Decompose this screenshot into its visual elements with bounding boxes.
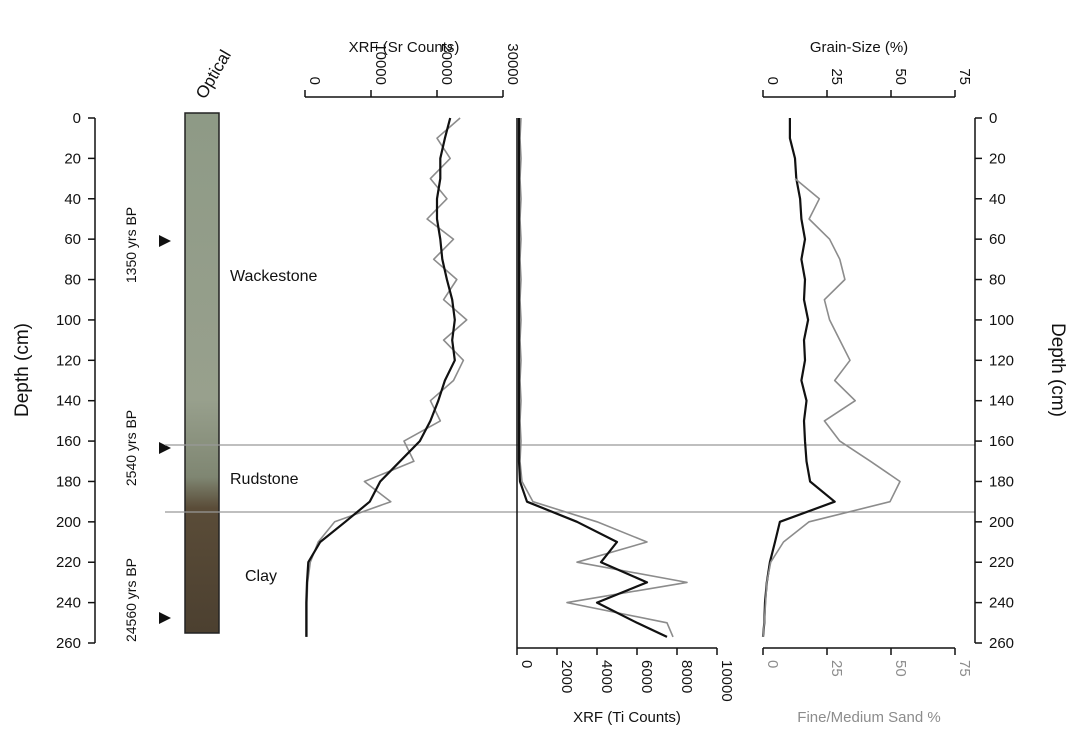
depth-tick-label: 100 (56, 312, 81, 329)
depth-tick-label: 40 (64, 191, 81, 208)
axis-title: Fine/Medium Sand % (797, 709, 940, 726)
value-tick-label: 0 (764, 660, 781, 668)
value-tick-label: 75 (956, 68, 973, 85)
value-tick-label: 0 (306, 77, 323, 85)
depth-tick-label: 80 (64, 272, 81, 289)
value-tick-label: 50 (892, 660, 909, 677)
age-label: 1350 yrs BP (123, 207, 139, 283)
depth-tick-label: 140 (989, 393, 1014, 410)
value-tick-label: 0 (764, 77, 781, 85)
depth-tick-label: 160 (989, 433, 1014, 450)
value-tick-label: 50 (892, 68, 909, 85)
depth-tick-label: 200 (989, 514, 1014, 531)
depth-tick-label: 20 (64, 150, 81, 167)
series-line (306, 117, 468, 637)
depth-tick-label: 120 (989, 352, 1014, 369)
value-tick-label: 0 (518, 660, 535, 668)
depth-tick-label: 260 (56, 635, 81, 652)
depth-tick-label: 180 (989, 473, 1014, 490)
axis-title: XRF (Sr Counts) (349, 39, 460, 56)
depth-tick-label: 240 (989, 595, 1014, 612)
axis-title: Grain-Size (%) (810, 39, 908, 56)
value-tick-label: 20000 (438, 43, 455, 85)
depth-tick-label: 40 (989, 191, 1006, 208)
depth-tick-label: 180 (56, 473, 81, 490)
value-tick-label: 6000 (638, 660, 655, 693)
axis-title: XRF (Ti Counts) (573, 709, 681, 726)
unit-label: Wackestone (230, 268, 318, 285)
depth-tick-label: 20 (989, 150, 1006, 167)
age-label: 24560 yrs BP (123, 558, 139, 642)
value-tick-label: 75 (956, 660, 973, 677)
series-line (761, 118, 836, 638)
depth-tick-label: 120 (56, 352, 81, 369)
depth-tick-label: 60 (989, 231, 1006, 248)
value-tick-label: 8000 (678, 660, 695, 693)
value-tick-label: 25 (828, 660, 845, 677)
value-tick-label: 4000 (598, 660, 615, 693)
depth-tick-label: 60 (64, 231, 81, 248)
age-marker (159, 612, 171, 624)
depth-tick-label: 80 (989, 272, 1006, 289)
depth-tick-label: 220 (989, 554, 1014, 571)
depth-axis-label: Depth (cm) (12, 323, 33, 417)
age-marker (159, 442, 171, 454)
depth-tick-label: 100 (989, 312, 1014, 329)
depth-tick-label: 160 (56, 433, 81, 450)
depth-tick-label: 140 (56, 393, 81, 410)
unit-label: Rudstone (230, 471, 299, 488)
depth-tick-label: 260 (989, 635, 1014, 652)
value-tick-label: 10000 (372, 43, 389, 85)
core-image (184, 112, 220, 634)
series-line (762, 177, 901, 637)
age-label: 2540 yrs BP (123, 410, 139, 486)
value-tick-label: 2000 (558, 660, 575, 693)
depth-tick-label: 200 (56, 514, 81, 531)
value-tick-label: 30000 (504, 43, 521, 85)
optical-label: Optical (192, 47, 235, 102)
unit-label: Clay (245, 568, 277, 585)
series-line (305, 117, 456, 637)
series-line (517, 118, 668, 638)
depth-axis-label: Depth (cm) (1047, 323, 1068, 417)
value-tick-label: 10000 (718, 660, 735, 702)
depth-tick-label: 0 (73, 110, 81, 127)
depth-tick-label: 240 (56, 595, 81, 612)
age-marker (159, 235, 171, 247)
depth-tick-label: 220 (56, 554, 81, 571)
value-tick-label: 25 (828, 68, 845, 85)
depth-tick-label: 0 (989, 110, 997, 127)
